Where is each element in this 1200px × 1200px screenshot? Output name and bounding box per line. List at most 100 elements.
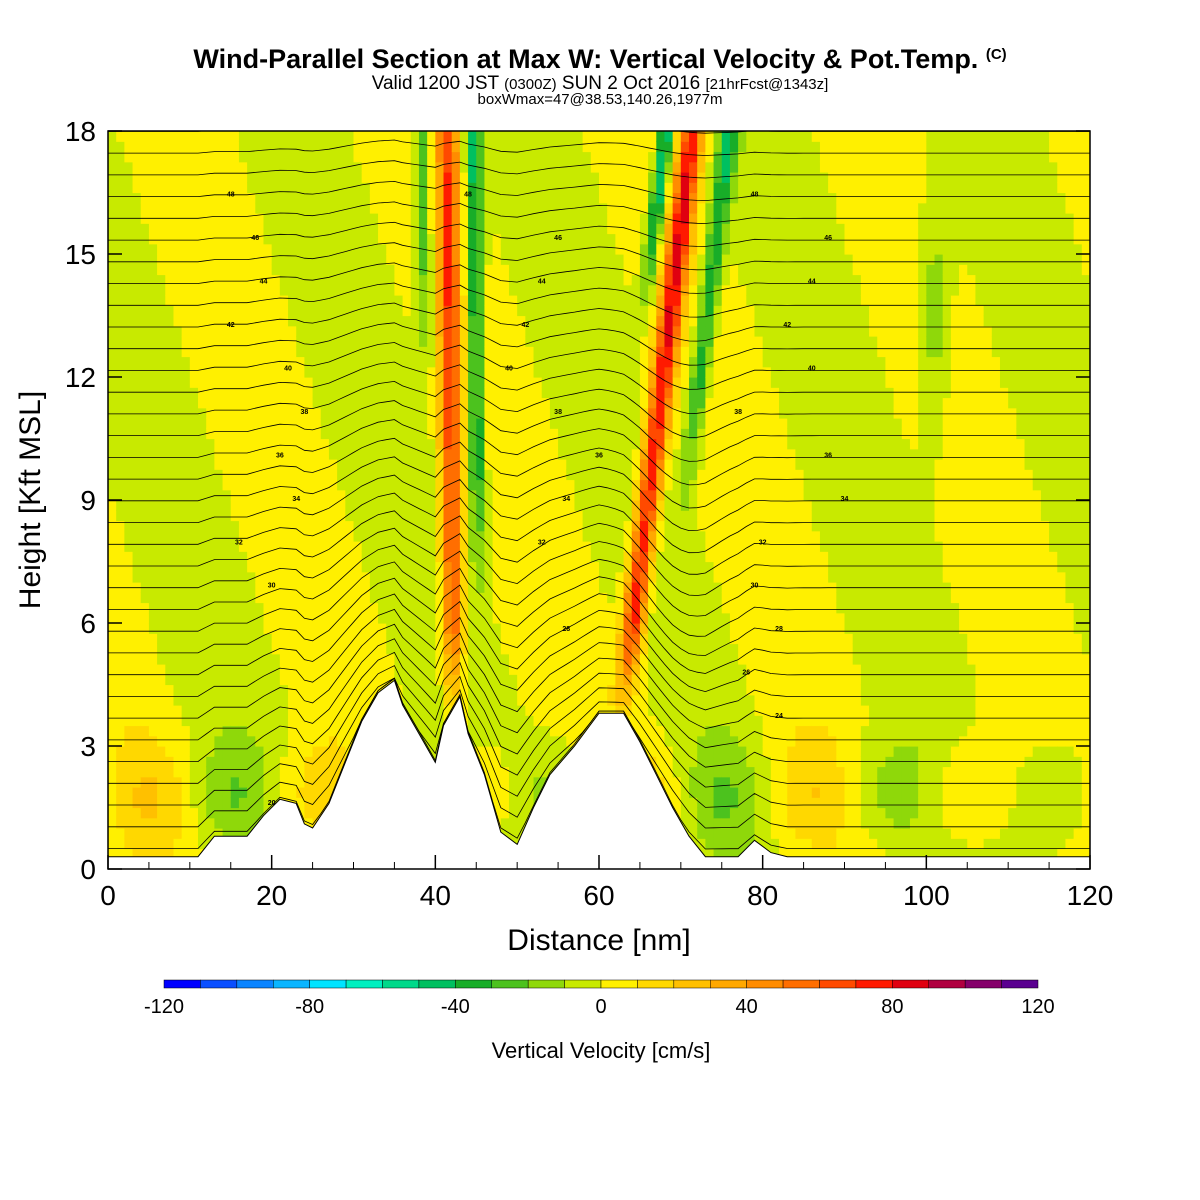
velocity-cell bbox=[582, 192, 592, 204]
velocity-cell bbox=[484, 633, 494, 645]
velocity-cell bbox=[255, 510, 265, 522]
velocity-cell bbox=[631, 510, 641, 522]
velocity-cell bbox=[173, 500, 183, 511]
velocity-cell bbox=[459, 315, 469, 327]
velocity-cell bbox=[443, 284, 453, 296]
velocity-cell bbox=[189, 787, 199, 798]
velocity-cell bbox=[508, 500, 518, 511]
velocity-cell bbox=[410, 305, 420, 317]
velocity-cell bbox=[304, 725, 314, 737]
velocity-cell bbox=[558, 612, 567, 624]
velocity-cell bbox=[189, 612, 199, 624]
velocity-cell bbox=[345, 213, 355, 224]
velocity-cell bbox=[353, 510, 363, 522]
velocity-cell bbox=[238, 817, 248, 829]
velocity-cell bbox=[230, 817, 240, 829]
velocity-cell bbox=[599, 674, 608, 686]
velocity-cell bbox=[631, 274, 641, 286]
velocity-cell bbox=[394, 305, 404, 317]
velocity-cell bbox=[459, 633, 469, 645]
velocity-cell bbox=[124, 469, 134, 481]
velocity-cell bbox=[525, 274, 535, 286]
velocity-cell bbox=[615, 202, 625, 214]
velocity-cell bbox=[566, 541, 576, 552]
velocity-cell bbox=[304, 366, 314, 378]
velocity-cell bbox=[189, 633, 199, 645]
velocity-cell bbox=[541, 469, 551, 481]
velocity-cell bbox=[484, 735, 494, 747]
velocity-cell bbox=[451, 428, 461, 440]
velocity-cell bbox=[468, 705, 477, 716]
velocity-cell bbox=[108, 571, 117, 583]
velocity-cell bbox=[639, 438, 649, 450]
velocity-cell bbox=[443, 469, 453, 481]
velocity-cell bbox=[140, 264, 150, 276]
velocity-cell bbox=[230, 407, 240, 419]
velocity-cell bbox=[582, 469, 592, 481]
velocity-cell bbox=[369, 612, 379, 624]
velocity-cell bbox=[378, 633, 387, 645]
velocity-cell bbox=[648, 479, 657, 491]
velocity-cell bbox=[116, 489, 125, 501]
velocity-cell bbox=[345, 694, 355, 706]
velocity-cell bbox=[263, 131, 273, 142]
velocity-cell bbox=[631, 254, 641, 265]
velocity-cell bbox=[337, 377, 346, 388]
velocity-cell bbox=[124, 797, 134, 809]
velocity-cell bbox=[304, 172, 314, 183]
velocity-cell bbox=[525, 387, 535, 399]
velocity-cell bbox=[582, 172, 592, 183]
velocity-cell bbox=[304, 787, 314, 798]
velocity-cell bbox=[271, 787, 281, 798]
velocity-cell bbox=[345, 356, 355, 368]
velocity-cell bbox=[664, 315, 674, 327]
velocity-cell bbox=[500, 828, 510, 839]
velocity-cell bbox=[173, 243, 183, 255]
velocity-cell bbox=[656, 510, 666, 522]
velocity-cell bbox=[574, 674, 584, 686]
velocity-cell bbox=[361, 623, 371, 634]
velocity-cell bbox=[108, 397, 117, 409]
velocity-cell bbox=[173, 151, 183, 163]
velocity-cell bbox=[418, 356, 428, 368]
velocity-cell bbox=[198, 510, 207, 522]
velocity-cell bbox=[468, 346, 477, 358]
velocity-cell bbox=[263, 202, 273, 214]
velocity-cell bbox=[459, 571, 469, 583]
velocity-cell bbox=[279, 520, 289, 532]
velocity-cell bbox=[590, 571, 600, 583]
velocity-cell bbox=[304, 500, 314, 511]
velocity-cell bbox=[271, 346, 281, 358]
velocity-cell bbox=[165, 254, 175, 265]
velocity-cell bbox=[189, 161, 199, 173]
velocity-cell bbox=[525, 305, 535, 317]
velocity-cell bbox=[312, 346, 322, 358]
velocity-cell bbox=[304, 776, 314, 788]
velocity-cell bbox=[648, 582, 657, 593]
velocity-cell bbox=[418, 336, 428, 347]
velocity-cell bbox=[664, 725, 674, 737]
velocity-cell bbox=[230, 397, 240, 409]
velocity-cell bbox=[124, 438, 134, 450]
velocity-cell bbox=[648, 325, 657, 337]
velocity-cell bbox=[451, 254, 461, 265]
velocity-cell bbox=[664, 274, 674, 286]
velocity-cell bbox=[328, 561, 338, 573]
velocity-cell bbox=[361, 643, 371, 655]
velocity-cell bbox=[492, 356, 502, 368]
velocity-cell bbox=[361, 602, 371, 614]
velocity-cell bbox=[648, 541, 657, 552]
velocity-cell bbox=[574, 571, 584, 583]
velocity-cell bbox=[116, 295, 125, 306]
velocity-cell bbox=[615, 356, 625, 368]
velocity-cell bbox=[369, 489, 379, 501]
velocity-cell bbox=[288, 643, 297, 655]
velocity-cell bbox=[271, 725, 281, 737]
velocity-cell bbox=[189, 828, 199, 839]
velocity-cell bbox=[623, 479, 633, 491]
velocity-cell bbox=[140, 182, 150, 194]
velocity-cell bbox=[468, 735, 477, 747]
velocity-cell bbox=[198, 141, 207, 153]
velocity-cell bbox=[320, 633, 330, 645]
velocity-cell bbox=[508, 674, 518, 686]
